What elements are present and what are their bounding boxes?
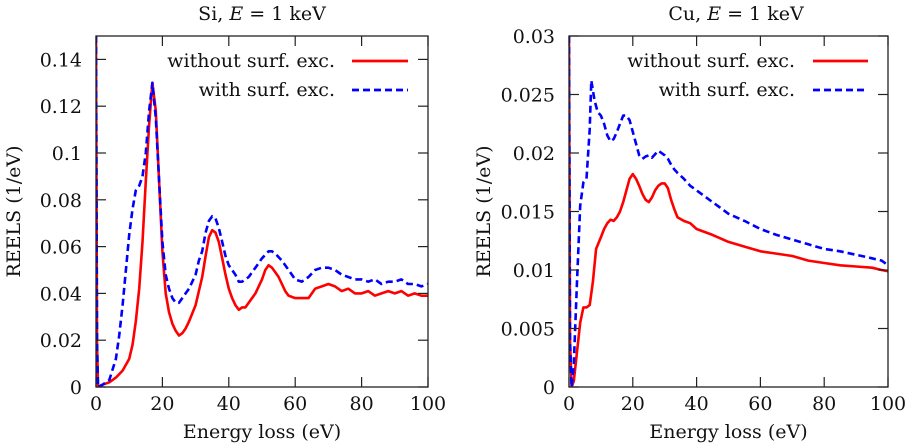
y-tick-label: 0.02 [513, 143, 555, 165]
x-tick-label: 0 [563, 393, 575, 415]
y-axis-title: REELS (1/eV) [3, 146, 25, 278]
legend-label: with surf. exc. [659, 79, 795, 101]
series-line-with-surf-exc [96, 36, 428, 387]
y-tick-label: 0 [70, 377, 82, 399]
x-tick-label: 40 [685, 393, 709, 415]
chart-title: Cu, E = 1 keV [668, 3, 804, 25]
y-tick-label: 0.005 [501, 319, 555, 341]
series-line-without-surf-exc [569, 36, 888, 387]
y-tick-label: 0.02 [40, 330, 82, 352]
legend-label: with surf. exc. [199, 79, 335, 101]
legend: without surf. exc. with surf. exc. [627, 50, 868, 101]
y-tick-label: 0.1 [52, 143, 82, 165]
x-tick-label: 40 [217, 393, 241, 415]
plot-frame [95, 35, 429, 388]
y-tick-label: 0.04 [40, 283, 82, 305]
legend: without surf. exc. with surf. exc. [167, 50, 408, 101]
x-tick-label: 60 [283, 393, 307, 415]
series-group [569, 36, 888, 387]
series-group [96, 36, 428, 387]
legend-label: without surf. exc. [167, 50, 335, 72]
x-tick-label: 20 [150, 393, 174, 415]
y-tick-label: 0.025 [501, 85, 555, 107]
chart-panel-cu: Cu, E = 1 keV 0 20 40 60 80 100 0 0.005 0.01 0.015… [473, 3, 906, 443]
y-tick-label: 0.08 [40, 190, 82, 212]
x-tick-label: 100 [870, 393, 906, 415]
y-tick-label: 0.14 [40, 49, 82, 71]
x-tick-label: 0 [90, 393, 102, 415]
x-tick-label: 80 [812, 393, 836, 415]
y-tick-label: 0.12 [40, 96, 82, 118]
y-tick-label: 0.03 [513, 26, 555, 48]
chart-title: Si, E = 1 keV [198, 3, 326, 25]
series-line-with-surf-exc [569, 36, 888, 387]
legend-label: without surf. exc. [627, 50, 795, 72]
x-tick-label: 80 [350, 393, 374, 415]
series-line-without-surf-exc [96, 36, 428, 387]
x-tick-label: 60 [748, 393, 772, 415]
x-axis-title: Energy loss (eV) [649, 421, 807, 443]
y-tick-label: 0.06 [40, 237, 82, 259]
x-tick-label: 100 [410, 393, 446, 415]
y-tick-label: 0.015 [501, 202, 555, 224]
x-tick-label: 20 [621, 393, 645, 415]
y-tick-label: 0 [543, 377, 555, 399]
y-tick-label: 0.01 [513, 260, 555, 282]
chart-panel-si: Si, E = 1 keV 0 20 40 60 80 100 0 0.02 0.04 0.06 0.… [3, 3, 446, 443]
y-axis-title: REELS (1/eV) [473, 146, 495, 278]
x-axis-title: Energy loss (eV) [183, 421, 341, 443]
